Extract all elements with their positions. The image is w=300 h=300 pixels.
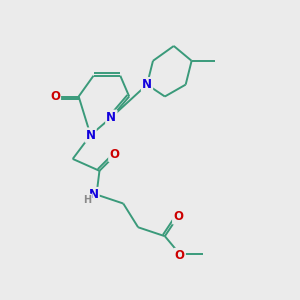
Text: O: O	[173, 210, 183, 224]
Text: N: N	[106, 111, 116, 124]
Text: O: O	[50, 90, 60, 103]
Text: N: N	[85, 129, 96, 142]
Text: N: N	[142, 78, 152, 91]
Text: O: O	[175, 249, 185, 262]
Text: N: N	[88, 188, 98, 201]
Text: O: O	[109, 148, 119, 161]
Text: H: H	[83, 195, 91, 205]
